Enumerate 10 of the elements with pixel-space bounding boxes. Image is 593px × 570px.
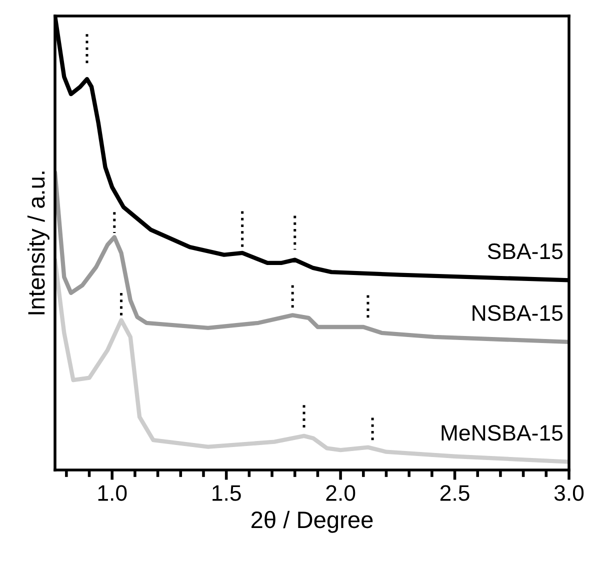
x-axis-title: 2θ / Degree — [252, 510, 373, 533]
x-tick-label: 1.0 — [98, 485, 127, 501]
x-tick-label: 2.0 — [326, 485, 356, 501]
series-label: SBA-15 — [488, 243, 563, 260]
series-label: NSBA-15 — [472, 305, 563, 321]
x-tick-label: 1.5 — [212, 485, 241, 501]
x-tick-label: 3.0 — [554, 485, 584, 501]
series-label: MeNSBA-15 — [442, 425, 563, 441]
y-axis-title: Intensity / a.u. — [27, 172, 50, 314]
x-tick-label: 2.5 — [440, 485, 470, 501]
